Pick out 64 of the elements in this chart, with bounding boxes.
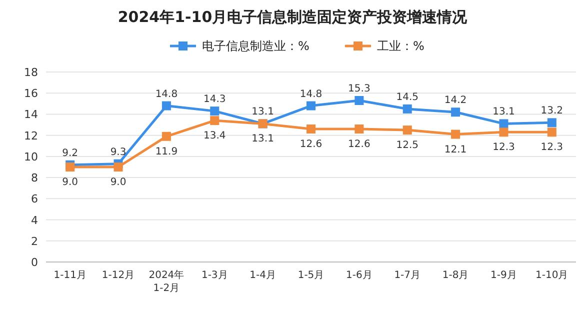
point [306, 101, 316, 110]
data-label: 12.5 [396, 140, 418, 152]
point [402, 126, 412, 135]
y-tick-label: 12 [24, 129, 38, 142]
point [162, 132, 171, 141]
legend-label: 电子信息制造业：% [202, 39, 310, 53]
data-label: 12.6 [300, 139, 322, 150]
x-tick-label: 1-11月 [54, 270, 86, 281]
data-label: 12.3 [540, 142, 564, 154]
point [210, 116, 220, 126]
data-label: 9.3 [110, 146, 126, 158]
data-label: 12.3 [492, 142, 515, 154]
point [451, 108, 460, 117]
y-tick-label: 16 [24, 87, 38, 100]
x-tick-label: 2024年 1-2月 [148, 269, 184, 294]
data-label: 9.2 [62, 148, 78, 159]
point [162, 101, 171, 110]
data-label: 11.9 [155, 146, 178, 158]
y-tick-label: 8 [31, 172, 38, 185]
point [66, 162, 75, 172]
data-label: 14.3 [204, 94, 226, 106]
y-tick-label: 14 [24, 108, 38, 122]
data-label: 12.6 [348, 139, 370, 150]
data-label: 14.8 [300, 88, 322, 100]
y-tick-label: 0 [31, 256, 38, 269]
data-label: 14.2 [444, 95, 467, 106]
point [354, 124, 364, 134]
point [114, 162, 123, 172]
data-label: 14.5 [396, 92, 418, 103]
x-tick-label: 1-5月 [298, 270, 324, 281]
y-tick-label: 4 [31, 214, 38, 227]
x-tick-label: 1-10月 [536, 270, 568, 281]
point [354, 96, 364, 105]
x-tick-label: 1-12月 [102, 270, 135, 281]
data-label: 15.3 [348, 84, 370, 94]
data-label: 13.1 [492, 106, 515, 118]
y-tick-label: 18 [24, 66, 38, 79]
legend-label: 工业：% [377, 39, 424, 53]
x-tick-label: 1-7月 [394, 270, 421, 281]
y-tick-label: 6 [31, 192, 38, 206]
x-tick-label: 1-9月 [490, 270, 517, 281]
x-tick-label: 1-8月 [442, 270, 469, 281]
data-label: 13.4 [204, 130, 226, 142]
point [547, 118, 556, 128]
x-tick-label: 1-4月 [250, 270, 276, 281]
data-label: 13.1 [252, 134, 274, 145]
data-label: 13.2 [540, 106, 564, 117]
x-tick-label: 1-6月 [346, 270, 372, 281]
chart-title: 2024年1-10月电子信息制造固定资产投资增速情况 [118, 8, 468, 26]
point [210, 106, 220, 116]
point [306, 124, 316, 134]
point [451, 130, 460, 139]
x-tick-label: 1-3月 [201, 270, 228, 281]
data-label: 9.0 [62, 177, 78, 188]
data-label: 12.1 [444, 144, 467, 156]
point [402, 104, 412, 114]
y-tick-label: 10 [24, 150, 38, 164]
data-label: 9.0 [110, 177, 126, 188]
point [547, 128, 556, 137]
point [499, 119, 508, 128]
point [499, 128, 508, 137]
data-label: 14.8 [155, 88, 178, 100]
data-label: 13.1 [252, 106, 274, 118]
y-tick-label: 2 [31, 234, 38, 248]
